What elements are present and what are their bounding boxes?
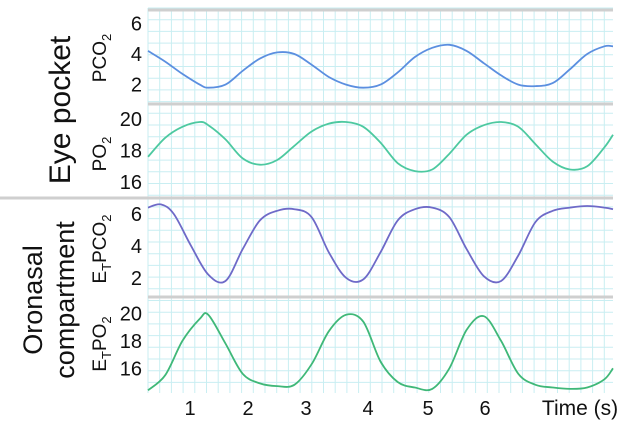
y-tick-label: 2 <box>131 75 142 97</box>
x-tick-label: 5 <box>422 398 433 420</box>
x-tick-label: 3 <box>300 398 311 420</box>
separator-layer <box>0 8 613 299</box>
y-tick-label: 16 <box>120 172 142 194</box>
y-tick-label: 20 <box>120 304 142 326</box>
grid-layer <box>147 7 613 393</box>
series-line-1 <box>147 120 614 173</box>
x-tick-label: 2 <box>242 398 253 420</box>
ylabel-etpo2: ETPO2 <box>90 316 114 371</box>
group-label-eye-pocket: Eye pocket <box>44 35 77 184</box>
series-layer <box>147 43 614 392</box>
y-tick-label: 18 <box>120 331 142 353</box>
x-tick-label: 6 <box>479 398 490 420</box>
group-label-oronasal: Oronasal <box>18 245 48 355</box>
group-label-compartment: compartment <box>50 221 80 379</box>
series-line-2 <box>147 203 614 284</box>
y-tick-label: 18 <box>120 141 142 163</box>
tick-label-layer: 2 4 6 16 18 20 2 4 6 16 18 20 1 2 3 4 5 6 <box>120 13 491 420</box>
ylabel-po2: PO2 <box>90 137 114 172</box>
y-tick-label: 4 <box>131 236 142 258</box>
x-tick-label: 1 <box>184 398 195 420</box>
series-line-0 <box>147 43 614 89</box>
ylabel-pco2: PCO2 <box>90 34 114 82</box>
ylabel-etpco2: ETPCO2 <box>90 214 114 283</box>
x-tick-label: 4 <box>362 398 373 420</box>
y-tick-label: 4 <box>131 44 142 66</box>
y-tick-label: 20 <box>120 109 142 131</box>
y-tick-label: 2 <box>131 268 142 290</box>
y-tick-label: 6 <box>131 13 142 35</box>
x-axis-label: Time (s) <box>542 397 618 420</box>
y-tick-label: 16 <box>120 358 142 380</box>
series-line-3 <box>147 312 614 392</box>
y-tick-label: 6 <box>131 204 142 226</box>
